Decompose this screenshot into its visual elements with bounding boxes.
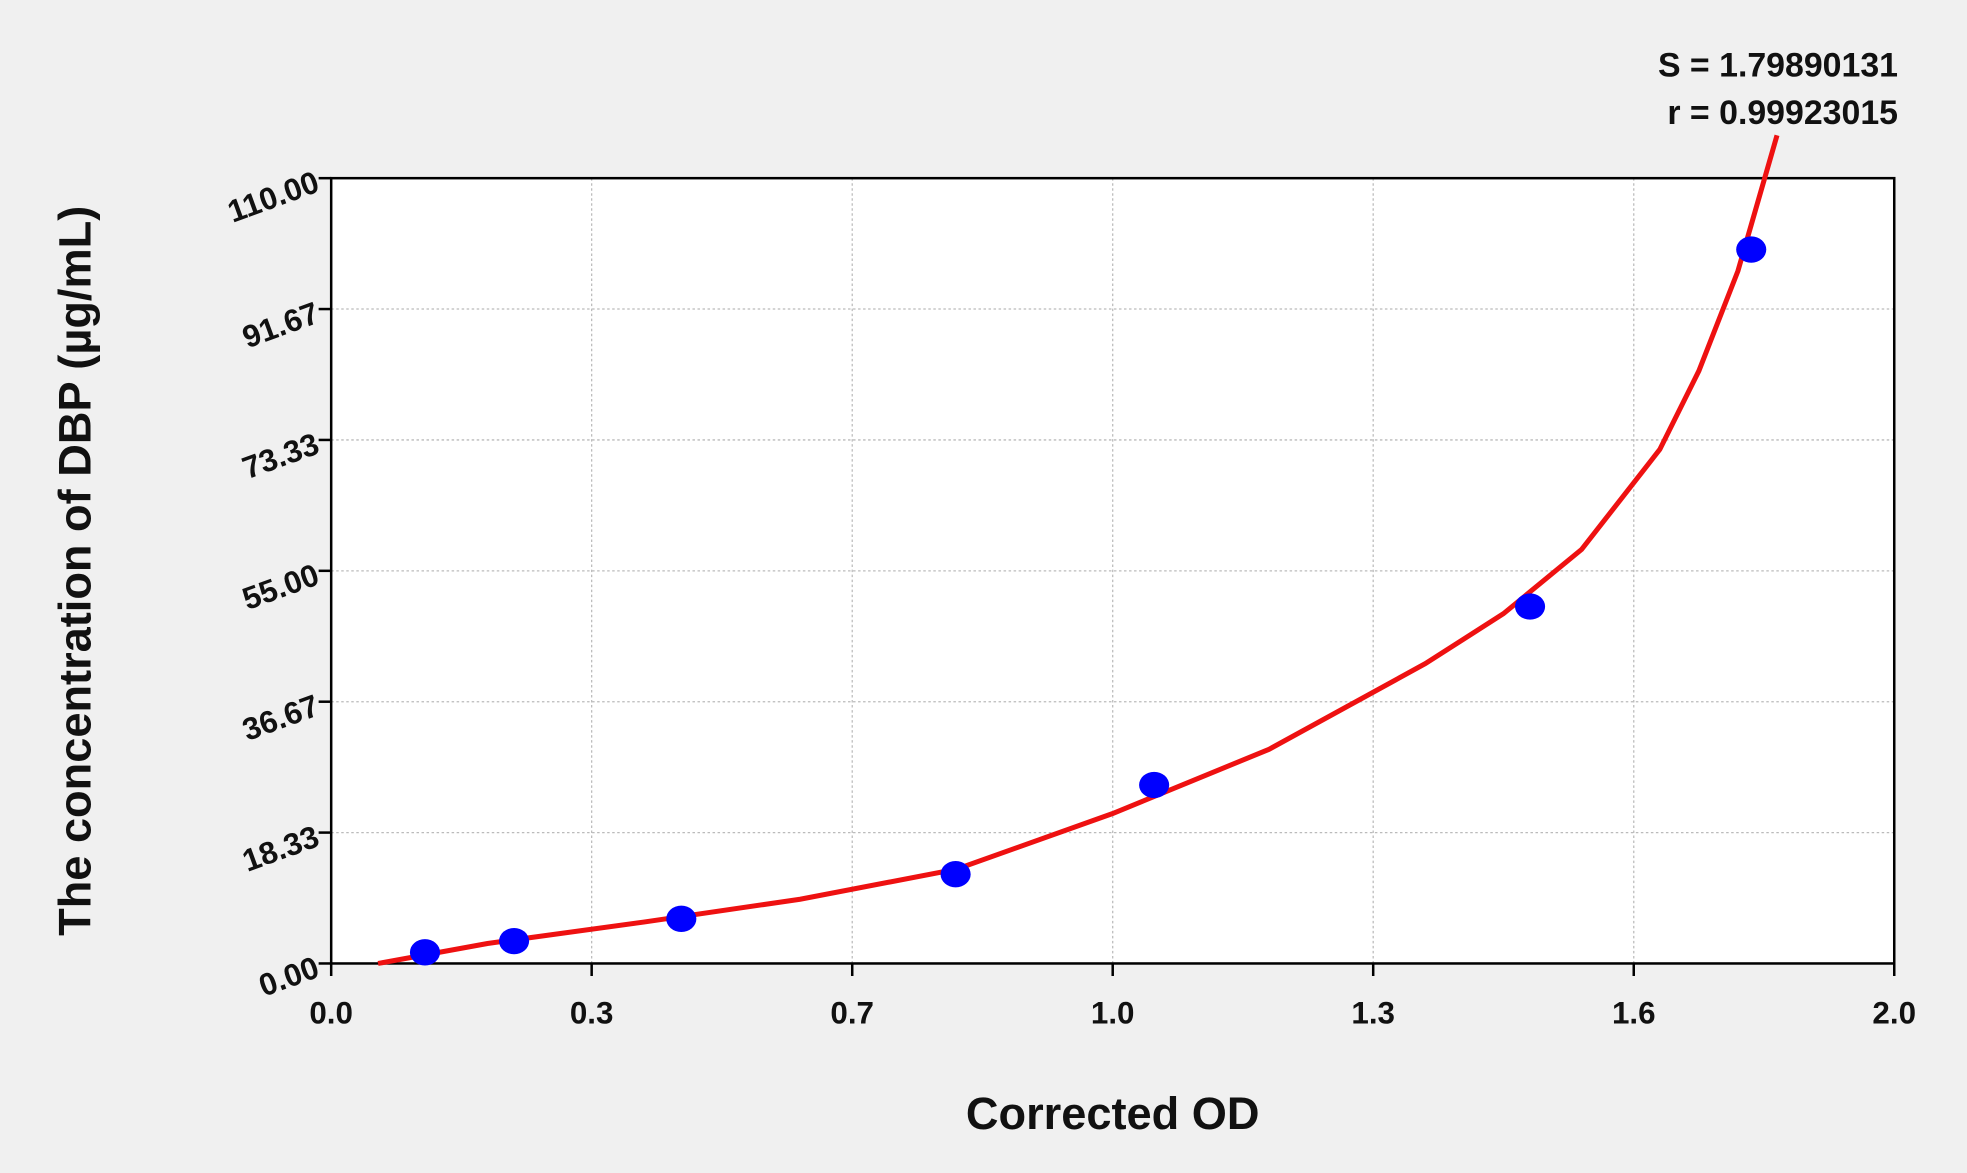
plot-border xyxy=(329,176,1896,965)
data-point xyxy=(1736,236,1767,263)
data-point xyxy=(666,905,697,933)
x-tick-label: 0.3 xyxy=(570,996,614,1031)
x-tick-label: 0.0 xyxy=(309,996,353,1031)
x-tick-label: 1.0 xyxy=(1091,996,1135,1031)
data-point xyxy=(1514,593,1546,620)
x-axis-label: Corrected OD xyxy=(966,1088,1260,1139)
x-tick-label: 0.7 xyxy=(830,996,874,1031)
annotation: r = 0.99923015 xyxy=(1667,94,1898,132)
data-point xyxy=(1139,771,1170,799)
data-point xyxy=(499,927,530,955)
data-point xyxy=(409,939,441,966)
x-tick-label: 2.0 xyxy=(1872,996,1916,1031)
data-point xyxy=(940,861,971,888)
x-tick-label: 1.3 xyxy=(1351,996,1395,1031)
annotation: S = 1.79890131 xyxy=(1658,47,1898,85)
x-tick-label: 1.6 xyxy=(1612,996,1656,1031)
y-axis-label: The concentration of DBP (µg/mL) xyxy=(49,206,100,936)
